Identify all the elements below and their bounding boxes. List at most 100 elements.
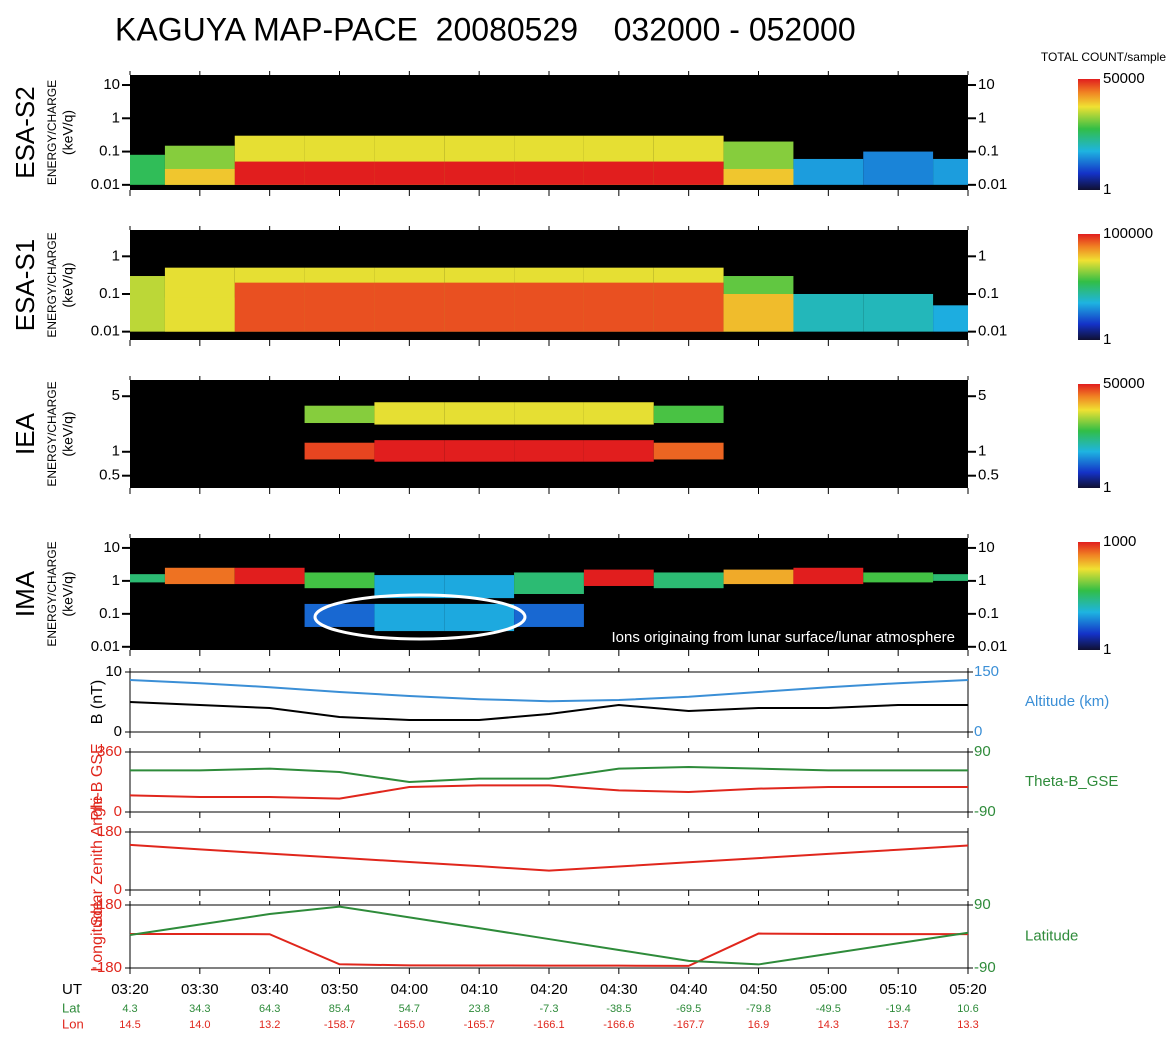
spectrogram-cell — [583, 440, 654, 462]
series-line — [129, 679, 969, 703]
spectrogram-cell — [164, 168, 235, 185]
spectrogram-cell — [164, 297, 235, 332]
spectrogram-cell — [514, 440, 584, 462]
y-axis-unit: (keV/q) — [60, 411, 76, 456]
series-line — [129, 932, 969, 967]
y-tick-label: 180 — [97, 823, 122, 840]
y-tick-label: 10 — [103, 539, 120, 556]
lat-value: 4.3 — [122, 1003, 137, 1015]
series-line — [129, 905, 969, 966]
y2-tick-label: 10 — [978, 76, 995, 93]
spectrogram-cell — [444, 161, 515, 185]
series-line — [130, 765, 968, 784]
lat-value: 10.6 — [957, 1003, 978, 1015]
spectrogram-cell — [514, 282, 584, 332]
x-tick-label: 05:20 — [949, 981, 987, 998]
y-tick-label: 10 — [103, 76, 120, 93]
colorbar — [1078, 384, 1100, 488]
figure-title: KAGUYA MAP-PACE 20080529 032000 - 052000 — [115, 11, 856, 47]
spectrogram-cell — [793, 158, 864, 185]
spectrogram-cell — [793, 567, 864, 585]
annotation: Ions originaing from lunar surface/lunar… — [611, 629, 955, 646]
y-tick-label: 0 — [114, 881, 122, 898]
x-tick-label: 03:30 — [181, 981, 219, 998]
y2-tick-label: 0 — [974, 723, 982, 740]
y2-tick-label: 1 — [978, 247, 986, 264]
lon-value: -158.7 — [324, 1019, 355, 1031]
lat-value: -49.5 — [816, 1003, 841, 1015]
lat-value: 23.8 — [468, 1003, 489, 1015]
spectrogram-cell — [234, 161, 305, 185]
y2-tick-label: 1 — [978, 443, 986, 460]
x-tick-label: 03:40 — [251, 981, 289, 998]
lon-value: 14.5 — [119, 1019, 140, 1031]
y-tick-label: 360 — [97, 743, 122, 760]
y2-tick-label: 5 — [978, 387, 986, 404]
spectrogram-cell — [130, 276, 165, 332]
y-axis-unit: (keV/q) — [60, 571, 76, 616]
y-axis-label: Phi-B GSE — [89, 743, 106, 820]
series-line — [129, 843, 969, 872]
spectrogram-cell — [304, 442, 375, 460]
x-tick-label: 03:50 — [321, 981, 359, 998]
y-axis-label: ENERGY/CHARGE — [45, 541, 59, 646]
spectrogram-cell — [304, 161, 375, 185]
colorbar-tick-label: 50000 — [1103, 70, 1145, 87]
colorbar-tick-label: 50000 — [1103, 375, 1145, 392]
lon-value: -165.7 — [464, 1019, 495, 1031]
spectrogram-cell — [583, 569, 654, 586]
plot-background — [130, 380, 968, 488]
y-tick-label: 1 — [112, 572, 120, 589]
lon-value: 14.0 — [189, 1019, 210, 1031]
y-tick-label: 0.1 — [99, 605, 120, 622]
spectrogram-cell — [164, 567, 235, 585]
y-tick-label: 1 — [112, 109, 120, 126]
spectrogram-cell — [653, 572, 724, 589]
lat-value: -38.5 — [606, 1003, 631, 1015]
lat-value: -7.3 — [540, 1003, 559, 1015]
lon-value: 13.2 — [259, 1019, 280, 1031]
colorbar — [1078, 79, 1100, 190]
spectrogram-cell — [374, 282, 445, 332]
spectrogram-cell — [723, 293, 794, 332]
plot-frame — [129, 751, 969, 813]
y2-tick-label: 90 — [974, 743, 991, 760]
colorbar-tick-label: 1 — [1103, 181, 1111, 198]
spectrogram-cell — [234, 567, 305, 585]
x-tick-label: 04:20 — [530, 981, 568, 998]
y2-tick-label: 0.01 — [978, 638, 1007, 655]
lat-value: 54.7 — [399, 1003, 420, 1015]
spectrogram-cell — [653, 442, 724, 460]
y-axis-label: ENERGY/CHARGE — [45, 232, 59, 337]
legend-entry: Theta-B_GSE — [1025, 773, 1118, 790]
lon-value: 16.9 — [748, 1019, 769, 1031]
spectrogram-cell — [304, 282, 375, 332]
colorbar — [1078, 234, 1100, 340]
lon-value: -165.0 — [394, 1019, 425, 1031]
spectrogram-cell — [514, 603, 584, 627]
x-tick-label: 04:40 — [670, 981, 708, 998]
x-tick-label: 04:30 — [600, 981, 638, 998]
spectrogram-cell — [130, 574, 165, 583]
y-tick-label: 180 — [97, 896, 122, 913]
y-tick-label: 0.01 — [91, 323, 120, 340]
lat-value: 34.3 — [189, 1003, 210, 1015]
y2-tick-label: 0.1 — [978, 285, 999, 302]
spectrogram-cell — [863, 151, 934, 185]
y-tick-label: 0.1 — [99, 143, 120, 160]
y2-tick-label: 0.1 — [978, 605, 999, 622]
spectrogram-cell — [444, 440, 515, 462]
y2-tick-label: 0.01 — [978, 176, 1007, 193]
panel-title: ESA-S2 — [10, 86, 40, 179]
y-axis-unit: (keV/q) — [60, 110, 76, 155]
colorbar-tick-label: 1000 — [1103, 533, 1136, 550]
spectrogram-cell — [863, 572, 934, 583]
lon-value: 13.3 — [957, 1019, 978, 1031]
x-tick-label: 05:00 — [810, 981, 848, 998]
panel-title: IMA — [10, 570, 40, 617]
x-tick-label: 04:50 — [740, 981, 778, 998]
x-tick-label: 05:10 — [879, 981, 917, 998]
lat-value: -79.8 — [746, 1003, 771, 1015]
colorbar-tick-label: 100000 — [1103, 225, 1153, 242]
colorbar-tick-label: 1 — [1103, 641, 1111, 658]
